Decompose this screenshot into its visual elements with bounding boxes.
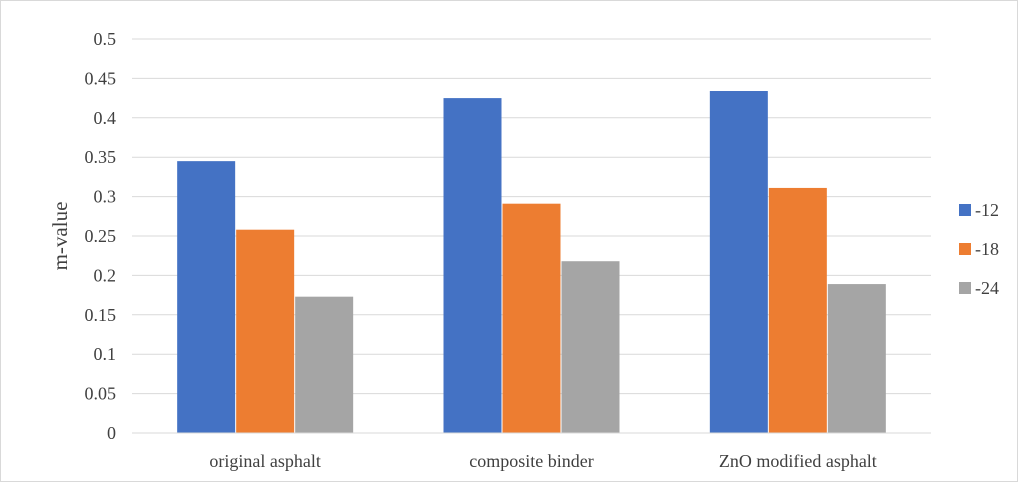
y-tick-label: 0.45 — [85, 68, 117, 88]
x-tick-label: ZnO modified asphalt — [719, 451, 877, 471]
y-tick-label: 0.2 — [94, 265, 117, 285]
bar-m24-2 — [561, 261, 620, 433]
legend-label: -18 — [975, 239, 999, 259]
bar-m12-1 — [177, 161, 236, 433]
y-tick-label: 0.35 — [85, 147, 117, 167]
legend: -12 -18 -24 — [959, 200, 999, 298]
y-axis-title: m-value — [48, 202, 72, 271]
bar-m12-3 — [709, 91, 768, 434]
y-tick-label: 0.3 — [94, 187, 117, 207]
bar-m18-1 — [236, 229, 295, 433]
bars — [177, 91, 886, 434]
bar-m18-3 — [768, 187, 827, 433]
x-axis-ticks: original asphalt composite binder ZnO modi… — [209, 451, 876, 471]
y-tick-label: 0 — [107, 423, 116, 443]
y-tick-label: 0.1 — [94, 344, 117, 364]
bar-m24-3 — [827, 284, 886, 433]
legend-label: -12 — [975, 200, 999, 220]
x-tick-label: composite binder — [469, 451, 593, 471]
legend-label: -24 — [975, 278, 999, 298]
y-axis-ticks: 0 0.05 0.1 0.15 0.2 0.25 0.3 0.35 0.4 0.45 0.5 — [85, 29, 117, 443]
x-tick-label: original asphalt — [209, 451, 320, 471]
y-tick-label: 0.05 — [85, 384, 117, 404]
y-tick-label: 0.25 — [85, 226, 117, 246]
bar-m24-1 — [295, 296, 354, 433]
legend-swatch — [959, 282, 971, 294]
legend-swatch — [959, 204, 971, 216]
bar-m12-2 — [443, 98, 502, 433]
y-tick-label: 0.15 — [85, 305, 117, 325]
legend-swatch — [959, 243, 971, 255]
bar-m18-2 — [502, 203, 561, 433]
y-tick-label: 0.5 — [94, 29, 117, 49]
y-tick-label: 0.4 — [94, 108, 117, 128]
